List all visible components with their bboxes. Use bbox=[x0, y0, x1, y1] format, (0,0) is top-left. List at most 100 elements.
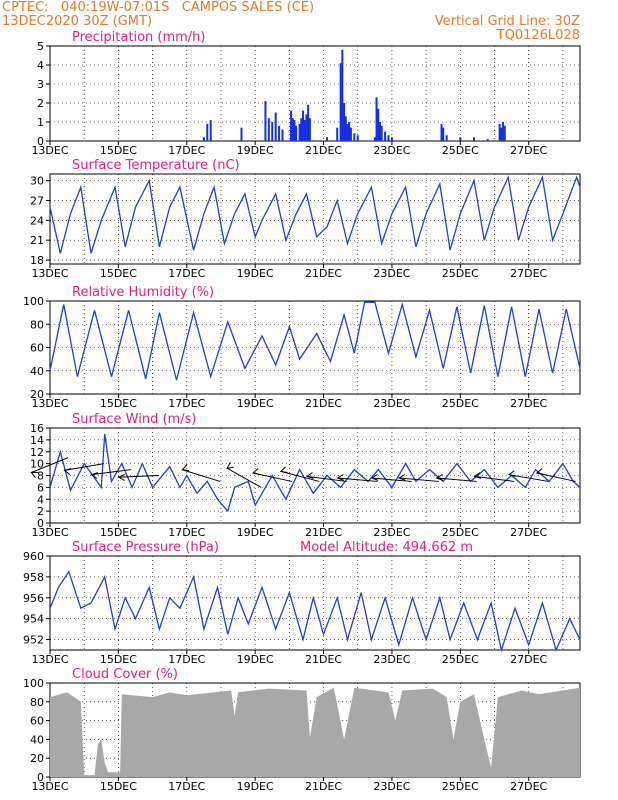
precip-bar bbox=[325, 137, 328, 141]
temp-title: Surface Temperature (nC) bbox=[72, 158, 240, 173]
wind-xtick-label: 27DEC bbox=[510, 526, 547, 539]
rh-ytick-label: 60 bbox=[30, 342, 44, 355]
rh-xtick-label: 27DEC bbox=[510, 397, 547, 410]
rh-series-line bbox=[49, 301, 581, 381]
pressure-ytick-label: 952 bbox=[23, 634, 44, 647]
wind-vector-head bbox=[397, 474, 406, 481]
wind-vector-head bbox=[251, 468, 260, 475]
rh-xtick-label: 25DEC bbox=[442, 397, 479, 410]
wind-ytick-label: 0 bbox=[37, 517, 44, 530]
grid-note: Vertical Grid Line: 30Z bbox=[434, 14, 580, 29]
precip-bar bbox=[302, 110, 305, 141]
pressure-xtick-label: 21DEC bbox=[305, 653, 342, 666]
temp-xtick-label: 15DEC bbox=[100, 267, 137, 280]
wind-ytick-label: 12 bbox=[30, 446, 44, 459]
cloud-xtick-label: 23DEC bbox=[373, 780, 410, 793]
temp-ytick-label: 24 bbox=[30, 214, 44, 227]
precip-bar bbox=[209, 120, 212, 141]
precip-title: Precipitation (mm/h) bbox=[72, 30, 205, 45]
wind-vector-head bbox=[90, 472, 99, 479]
wind-vector-head bbox=[226, 462, 234, 469]
wind-ytick-label: 4 bbox=[37, 493, 44, 506]
rh-ytick-label: 20 bbox=[30, 388, 44, 401]
precip-bar bbox=[344, 116, 347, 141]
precip-bar bbox=[278, 125, 281, 141]
wind-vector bbox=[182, 469, 221, 482]
cloud-ytick-label: 80 bbox=[30, 696, 44, 709]
precip-bar bbox=[349, 127, 352, 141]
precip-bar bbox=[486, 139, 489, 141]
temp-xtick-label: 17DEC bbox=[168, 267, 205, 280]
precip-bar bbox=[305, 114, 308, 141]
cloud-xtick-label: 27DEC bbox=[510, 780, 547, 793]
wind-vector-head bbox=[473, 472, 482, 479]
precip-bar bbox=[303, 120, 306, 141]
precip-bar bbox=[390, 137, 393, 141]
precip-bar bbox=[291, 118, 294, 141]
temp-xtick-label: 27DEC bbox=[510, 267, 547, 280]
precip-bar bbox=[502, 122, 505, 141]
precip-bar bbox=[380, 125, 383, 141]
wind-vector-head bbox=[336, 474, 345, 481]
temp-series-line bbox=[49, 175, 581, 254]
temp-ytick-label: 18 bbox=[30, 254, 44, 267]
precip-bar bbox=[384, 131, 387, 141]
precip-bar bbox=[346, 123, 349, 141]
cloud-xtick-label: 19DEC bbox=[237, 780, 274, 793]
precip-bar bbox=[377, 108, 380, 141]
pressure-xtick-label: 23DEC bbox=[373, 653, 410, 666]
precip-xtick-label: 23DEC bbox=[373, 144, 410, 157]
wind-ytick-label: 10 bbox=[30, 458, 44, 471]
rh-title: Relative Humidity (%) bbox=[72, 285, 214, 300]
wind-ytick-label: 8 bbox=[37, 470, 44, 483]
rh-ytick-label: 80 bbox=[30, 318, 44, 331]
precip-ytick-label: 3 bbox=[37, 78, 44, 91]
precip-bar bbox=[202, 137, 205, 141]
precip-bar bbox=[440, 123, 443, 141]
precip-xtick-label: 13DEC bbox=[31, 144, 68, 157]
temp-ytick-label: 27 bbox=[30, 194, 44, 207]
wind-xtick-label: 13DEC bbox=[31, 526, 68, 539]
wind-ytick-label: 6 bbox=[37, 481, 44, 494]
wind-vector bbox=[91, 469, 132, 476]
wind-xtick-label: 23DEC bbox=[373, 526, 410, 539]
wind-xtick-label: 15DEC bbox=[100, 526, 137, 539]
precip-xtick-label: 27DEC bbox=[510, 144, 547, 157]
wind-vector bbox=[64, 463, 104, 471]
pressure-frame bbox=[49, 555, 581, 651]
pressure-xtick-label: 13DEC bbox=[31, 653, 68, 666]
precip-bar bbox=[264, 101, 267, 141]
temp-xtick-label: 21DEC bbox=[305, 267, 342, 280]
pressure-series-line bbox=[49, 570, 581, 653]
wind-vector bbox=[118, 475, 159, 478]
precip-bar bbox=[308, 118, 311, 141]
wind-title: Surface Wind (m/s) bbox=[72, 412, 196, 427]
precip-bar bbox=[274, 112, 277, 141]
cloud-ytick-label: 100 bbox=[23, 677, 44, 690]
rh-ytick-label: 100 bbox=[23, 295, 44, 308]
wind-xtick-label: 25DEC bbox=[442, 526, 479, 539]
precip-xtick-label: 19DEC bbox=[237, 144, 274, 157]
rh-xtick-label: 17DEC bbox=[168, 397, 205, 410]
pressure-ytick-label: 954 bbox=[23, 613, 44, 626]
precip-bar bbox=[298, 123, 301, 141]
precip-xtick-label: 25DEC bbox=[442, 144, 479, 157]
precip-bar bbox=[387, 135, 390, 141]
pressure-ytick-label: 958 bbox=[23, 571, 44, 584]
rh-xtick-label: 15DEC bbox=[100, 397, 137, 410]
wind-vector-head bbox=[30, 471, 39, 479]
pressure-xtick-label: 15DEC bbox=[100, 653, 137, 666]
wind-vector-head bbox=[181, 464, 189, 471]
wind-vector bbox=[226, 467, 262, 488]
wind-vector bbox=[306, 475, 347, 482]
pressure-xtick-label: 19DEC bbox=[237, 653, 274, 666]
temp-xtick-label: 19DEC bbox=[237, 267, 274, 280]
rh-ytick-label: 40 bbox=[30, 365, 44, 378]
precip-xtick-label: 21DEC bbox=[305, 144, 342, 157]
rh-xtick-label: 21DEC bbox=[305, 397, 342, 410]
precip-bar bbox=[290, 110, 293, 141]
precip-bar bbox=[339, 63, 342, 141]
precip-bar bbox=[307, 104, 310, 141]
wind-vector bbox=[399, 477, 440, 482]
